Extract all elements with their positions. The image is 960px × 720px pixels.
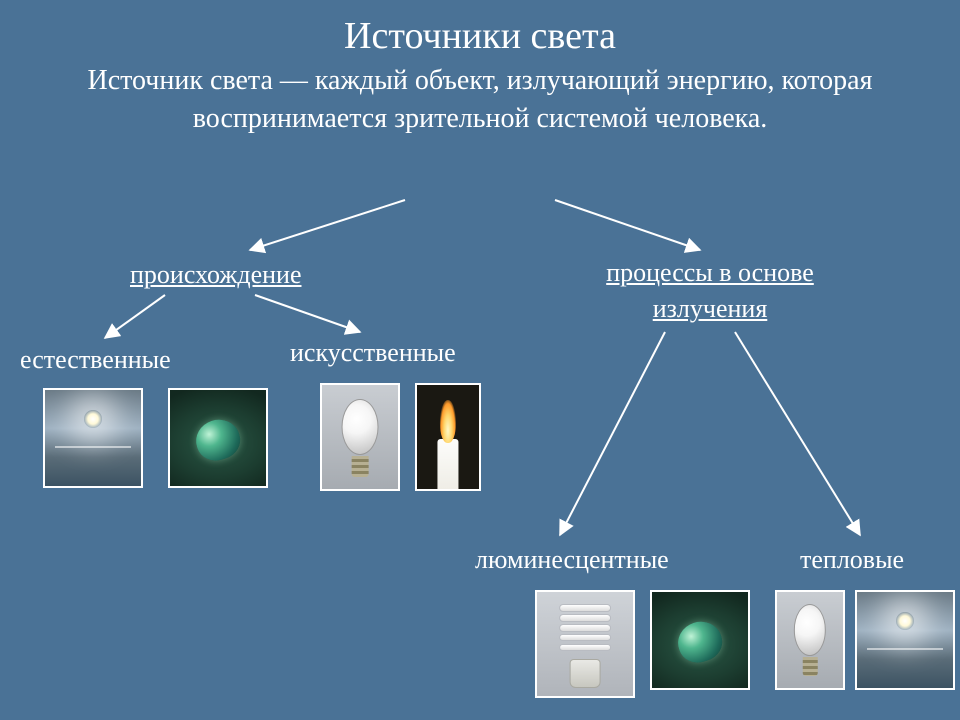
bulb-icon — [322, 385, 398, 489]
thumb-natural-sun — [43, 388, 143, 488]
thumb-lumin-beetle — [650, 590, 750, 690]
thumb-lumin-cfl — [535, 590, 635, 698]
node-processes-line2: излучения — [580, 294, 840, 324]
cfl-icon — [537, 592, 633, 696]
node-thermal: тепловые — [800, 545, 904, 575]
node-artificial: искусственные — [290, 338, 456, 368]
edge-origin-artificial — [255, 295, 360, 332]
edge-origin-natural — [105, 295, 165, 338]
beetle-icon — [652, 592, 748, 688]
thumb-artificial-bulb — [320, 383, 400, 491]
thumb-natural-beetle — [168, 388, 268, 488]
slide-definition: Источник света — каждый объект, излучающ… — [30, 62, 930, 138]
thumb-artificial-candle — [415, 383, 481, 491]
thumb-thermal-bulb — [775, 590, 845, 690]
bulb-icon — [777, 592, 843, 688]
beetle-icon — [170, 390, 266, 486]
sun-icon — [45, 390, 141, 486]
sun-icon — [857, 592, 953, 688]
edge-proc-luminescent — [560, 332, 665, 535]
edge-proc-thermal — [735, 332, 860, 535]
thumb-thermal-sun — [855, 590, 955, 690]
slide-title: Источники света — [0, 14, 960, 58]
cfl-coil-icon — [559, 604, 611, 660]
node-luminescent: люминесцентные — [475, 545, 669, 575]
node-origin: происхождение — [130, 260, 302, 290]
node-natural: естественные — [20, 345, 171, 375]
node-processes-line1: процессы в основе — [580, 258, 840, 288]
edge-root-origin — [250, 200, 405, 250]
edge-root-processes — [555, 200, 700, 250]
candle-icon — [417, 385, 479, 489]
